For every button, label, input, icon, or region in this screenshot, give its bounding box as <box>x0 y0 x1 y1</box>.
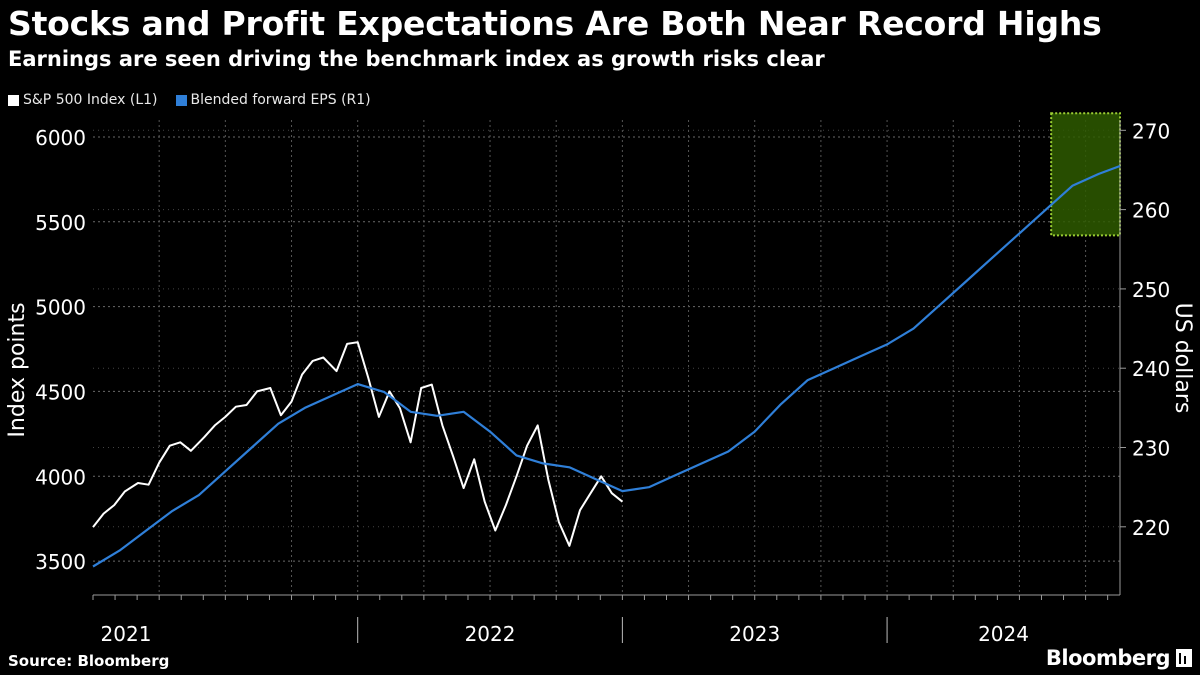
y-tick-left: 3500 <box>35 550 86 574</box>
axes: 3500 4000 4500 5000 5500 6000 220 230 240 250 260 2… <box>35 119 1170 646</box>
legend-item-eps: Blended forward EPS (R1) <box>175 92 371 108</box>
legend-label-spx: S&P 500 Index (L1) <box>23 92 158 108</box>
bloomberg-logo: Bloomberg <box>1046 646 1192 670</box>
y-tick-left: 4000 <box>35 465 86 489</box>
y-axis-label-left: Index points <box>5 302 30 437</box>
chart-subtitle: Earnings are seen driving the benchmark … <box>8 47 825 71</box>
legend: S&P 500 Index (L1) Blended forward EPS (… <box>8 92 371 108</box>
y-tick-left: 5000 <box>35 296 86 320</box>
highlight-layer <box>1050 112 1122 237</box>
series-line-spx <box>92 341 624 547</box>
x-tick-label: 2023 <box>729 622 780 646</box>
y-tick-right: 270 <box>1132 119 1170 143</box>
chart-title: Stocks and Profit Expectations Are Both … <box>8 4 1102 43</box>
x-tick-label: 2022 <box>465 622 516 646</box>
y-tick-right: 230 <box>1132 437 1170 461</box>
source-note: Source: Bloomberg <box>8 652 170 670</box>
legend-label-eps: Blended forward EPS (R1) <box>190 92 371 108</box>
x-tick-label: 2024 <box>978 622 1029 646</box>
series-line-eps <box>92 164 1121 568</box>
y-tick-right: 240 <box>1132 357 1170 381</box>
series-layer <box>92 164 1121 568</box>
logo-text: Bloomberg <box>1045 646 1171 670</box>
y-tick-right: 260 <box>1132 199 1170 223</box>
y-tick-left: 4500 <box>35 380 86 404</box>
legend-swatch-spx <box>8 94 19 106</box>
legend-item-spx: S&P 500 Index (L1) <box>8 92 158 108</box>
y-axis-label-right: US dollars <box>1170 303 1195 414</box>
chart-icon <box>1176 649 1192 667</box>
grid-lines <box>93 120 1120 595</box>
highlight-box <box>1050 112 1122 237</box>
y-tick-right: 250 <box>1132 278 1170 302</box>
x-tick-label: 2021 <box>101 622 152 646</box>
y-tick-left: 6000 <box>35 126 86 150</box>
y-tick-left: 5500 <box>35 211 86 235</box>
y-tick-right: 220 <box>1132 516 1170 540</box>
legend-swatch-eps <box>175 94 187 106</box>
